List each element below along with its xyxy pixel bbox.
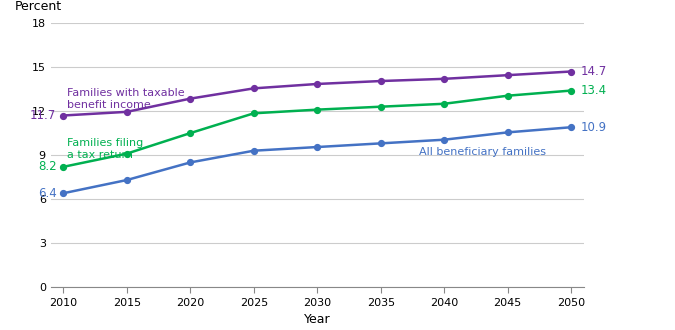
Text: 6.4: 6.4	[38, 187, 57, 200]
X-axis label: Year: Year	[304, 313, 331, 326]
Text: 13.4: 13.4	[581, 84, 607, 97]
Text: Families filing
a tax return: Families filing a tax return	[67, 138, 143, 160]
Text: 14.7: 14.7	[581, 65, 607, 78]
Text: 8.2: 8.2	[38, 160, 57, 173]
Text: All beneficiary families: All beneficiary families	[418, 147, 546, 157]
Text: Percent: Percent	[14, 0, 61, 13]
Text: Families with taxable
benefit income: Families with taxable benefit income	[67, 88, 185, 110]
Text: 10.9: 10.9	[581, 121, 607, 134]
Text: 11.7: 11.7	[30, 109, 57, 122]
